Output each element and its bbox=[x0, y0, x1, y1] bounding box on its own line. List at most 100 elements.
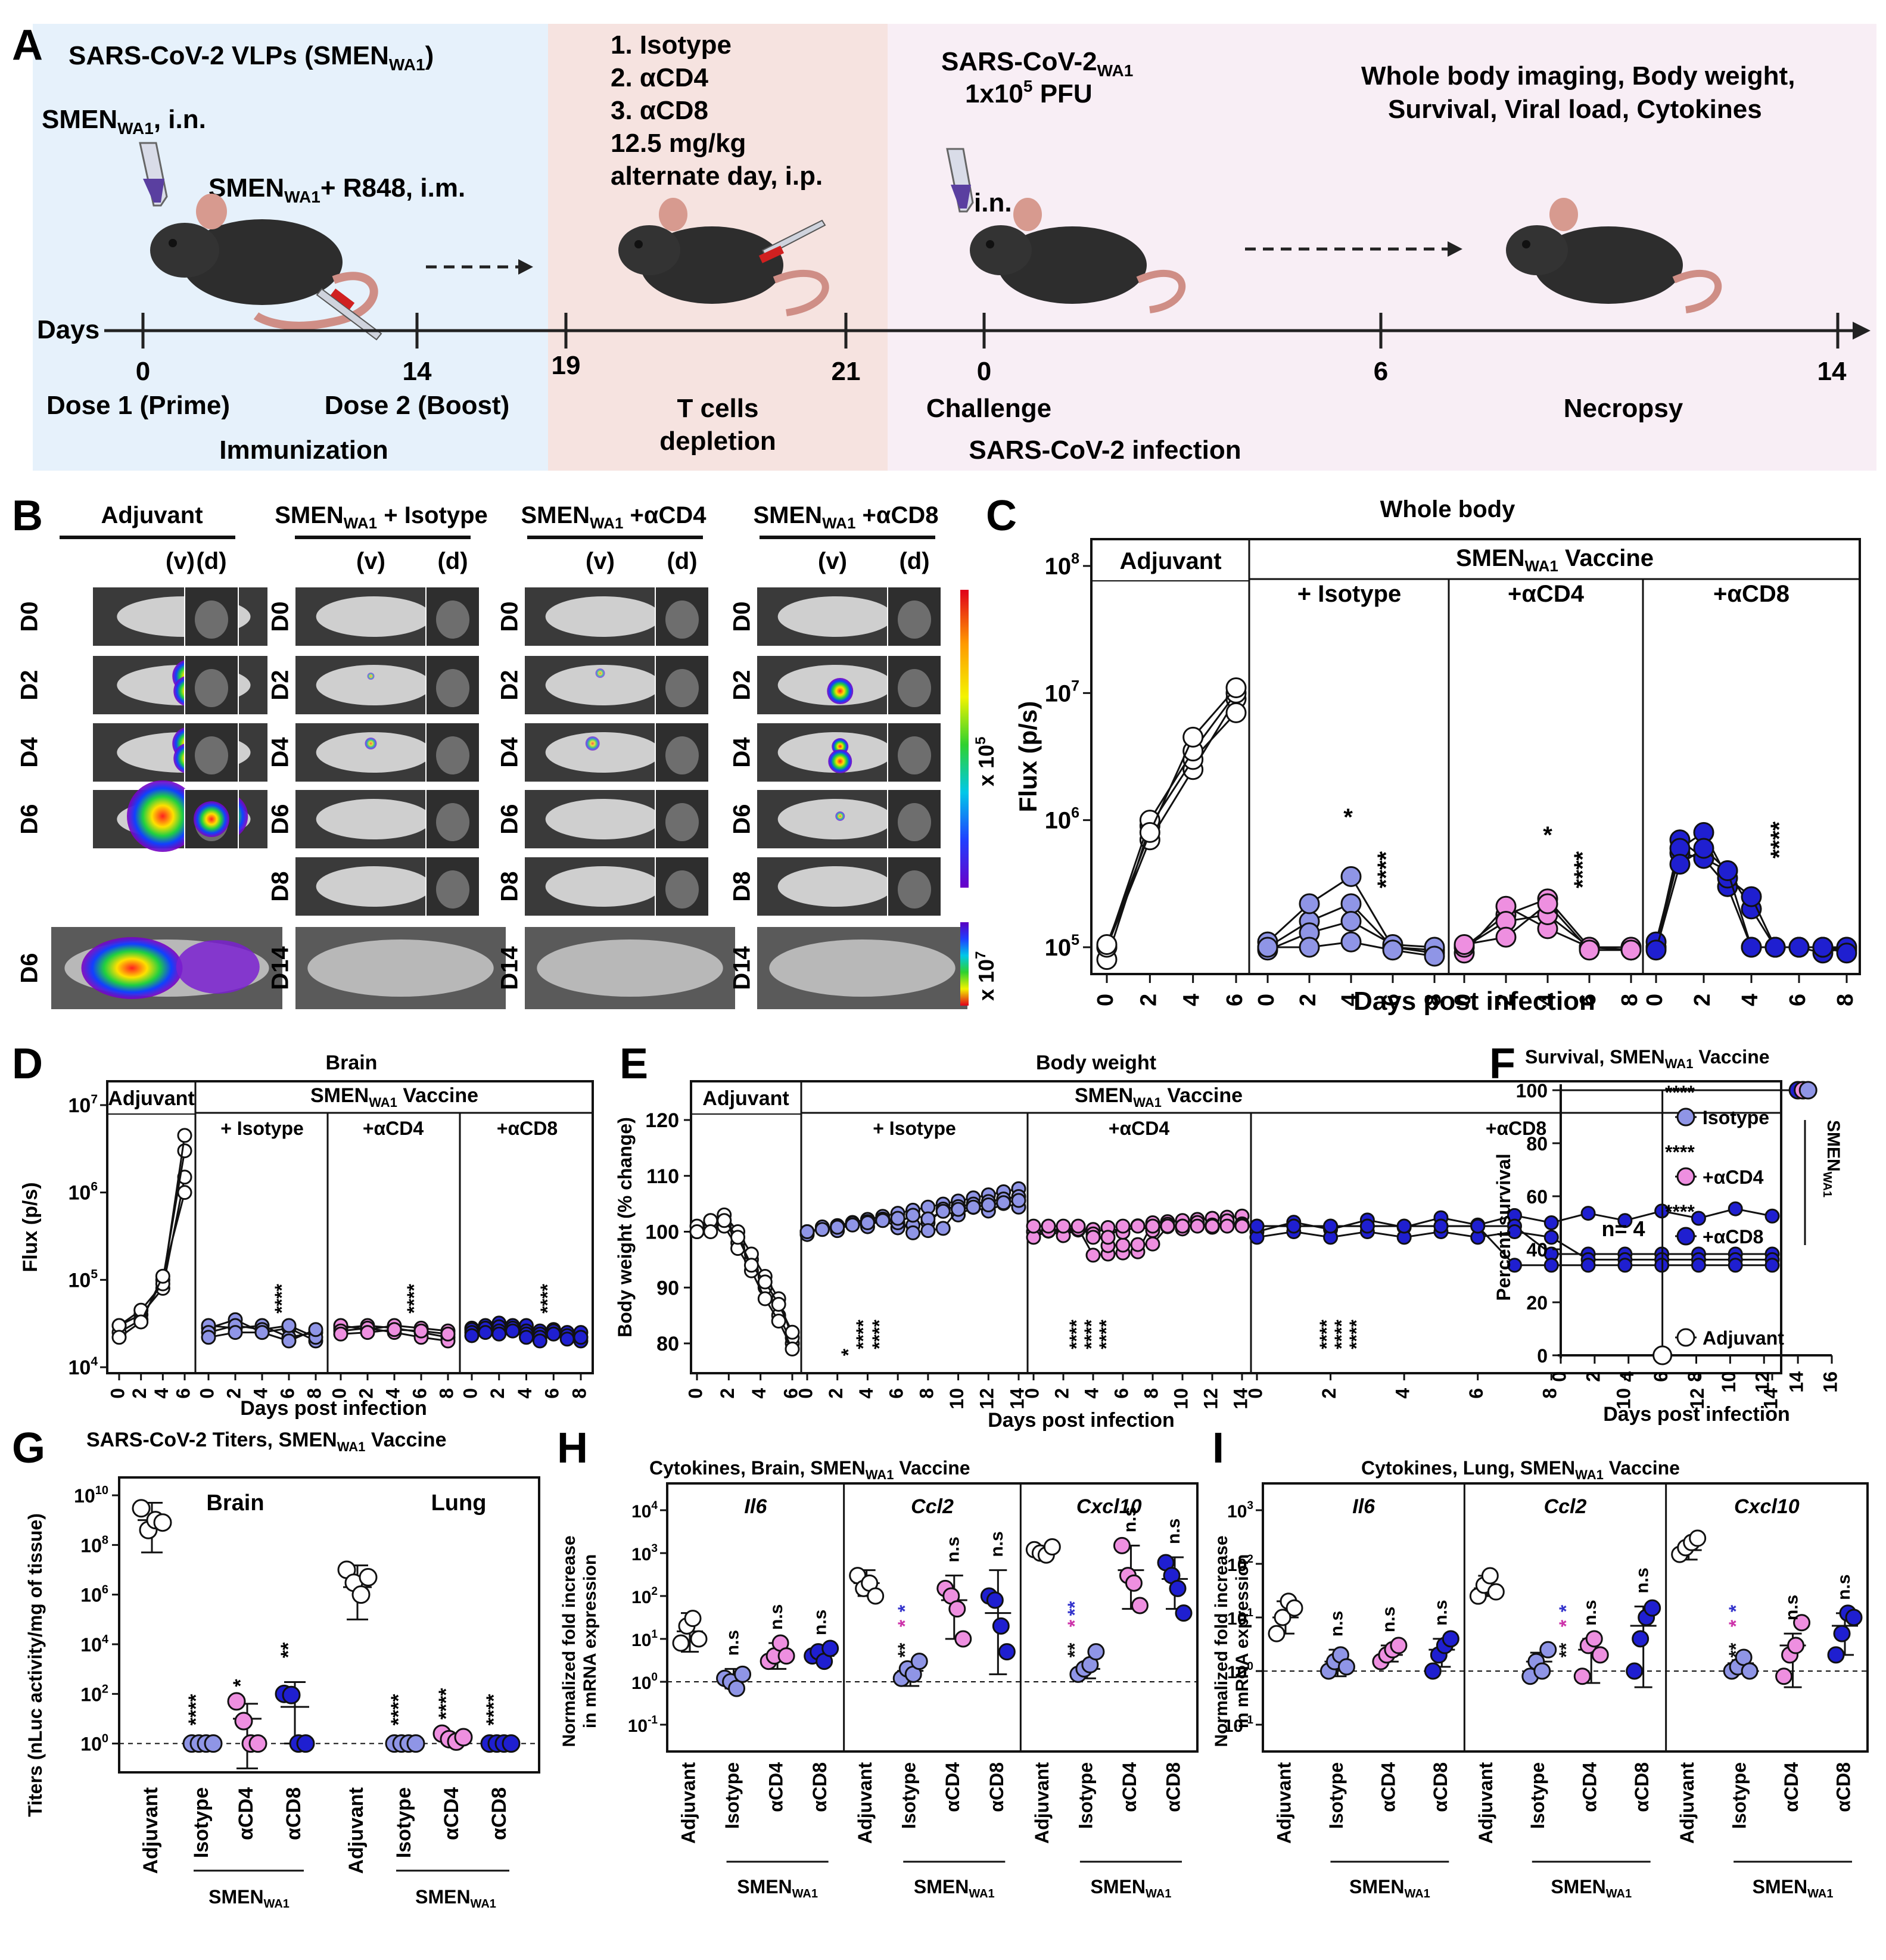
chart-title: SARS-CoV-2 Titers, SMENWA1 Vaccine bbox=[86, 1429, 446, 1454]
ivis-image-grid: D0 D2 D4 D6 D6 D0 D2 D4 D6 D8 D14 D0 D2 D4 D6 D8 D14 D0 D2… bbox=[17, 586, 969, 1010]
day-label: D4 bbox=[729, 737, 755, 768]
x-category-label: αCD8 bbox=[809, 1762, 830, 1812]
data-point bbox=[454, 1728, 473, 1747]
day-label: D14 bbox=[729, 946, 755, 990]
data-point bbox=[1424, 1662, 1442, 1680]
data-point bbox=[1274, 1609, 1291, 1626]
data-point bbox=[177, 1143, 192, 1159]
mouse-head-shape bbox=[195, 736, 228, 774]
data-point bbox=[532, 1333, 547, 1349]
data-point bbox=[359, 1568, 378, 1587]
panel-b: B Adjuvant SMENWA1 + Isotype SMENWA1 +αC… bbox=[12, 492, 998, 1010]
y-tick-label: 108 bbox=[80, 1533, 108, 1556]
y-tick-label: 107 bbox=[1045, 677, 1079, 707]
ivis-image bbox=[756, 586, 942, 647]
data-point bbox=[1579, 939, 1600, 961]
survival-point bbox=[1798, 1081, 1817, 1100]
data-point bbox=[360, 1325, 375, 1340]
x-tick-label: 0 bbox=[459, 1388, 481, 1399]
group-header-vaccine: SMENWA1 Vaccine bbox=[310, 1084, 478, 1110]
data-point bbox=[920, 1223, 936, 1239]
x-category-label: αCD8 bbox=[1162, 1762, 1184, 1812]
y-axis-label: Titers (nLuc activity/mg of tissue) bbox=[24, 1513, 46, 1817]
data-point bbox=[132, 1499, 151, 1518]
significance-star: ** bbox=[1064, 1642, 1085, 1657]
x-tick-label: 6 bbox=[1785, 994, 1810, 1006]
x-tick-label: 8 bbox=[303, 1388, 325, 1399]
plot-frame bbox=[106, 1080, 594, 1374]
plot-frame bbox=[666, 1482, 1199, 1753]
mouse-head-shape bbox=[195, 601, 228, 639]
data-point bbox=[730, 1230, 746, 1245]
data-point bbox=[757, 1291, 773, 1306]
x-tick-label: 0 bbox=[107, 1388, 128, 1399]
timeline-tick: 14 bbox=[1817, 357, 1847, 386]
x-tick-label: 4 bbox=[855, 1388, 877, 1399]
group-label: SMENWA1 bbox=[737, 1876, 818, 1900]
data-point bbox=[951, 1202, 966, 1217]
x-tick-label: 14 bbox=[1760, 1388, 1781, 1410]
tcell-label: T cells bbox=[677, 394, 759, 423]
x-tick-label: 0 bbox=[1093, 994, 1118, 1006]
y-tick-label: 101 bbox=[1227, 1607, 1253, 1629]
data-point bbox=[1026, 1218, 1041, 1234]
data-point bbox=[1337, 1658, 1355, 1676]
data-point bbox=[248, 1734, 267, 1753]
legend-marker bbox=[1676, 1107, 1695, 1127]
data-point bbox=[1543, 1258, 1559, 1273]
y-tick-label: 101 bbox=[631, 1628, 658, 1650]
x-tick-label: 6 bbox=[172, 1388, 194, 1399]
panel-label-d: D bbox=[12, 1040, 43, 1088]
data-point bbox=[308, 1322, 323, 1337]
data-point bbox=[1160, 1218, 1175, 1234]
y-tick-label: 102 bbox=[1227, 1553, 1253, 1575]
x-tick-label: 2 bbox=[1690, 994, 1715, 1006]
x-tick-label: 4 bbox=[151, 1388, 172, 1399]
gene-label: Cxcl10 bbox=[1076, 1495, 1142, 1518]
data-point bbox=[1175, 1604, 1193, 1622]
x-tick-label: 2 bbox=[1051, 1388, 1072, 1399]
data-point bbox=[1286, 1599, 1303, 1617]
legend-label: +αCD4 bbox=[1703, 1166, 1764, 1188]
mouse-head-shape bbox=[436, 803, 469, 841]
data-point bbox=[1833, 1625, 1851, 1642]
significance-star: **** bbox=[869, 1320, 890, 1349]
data-point bbox=[1433, 1218, 1449, 1234]
significance-star: **** bbox=[1570, 851, 1596, 888]
series-line bbox=[119, 1135, 186, 1327]
necropsy-body-shape bbox=[537, 939, 723, 997]
x-tick-label: 6 bbox=[409, 1388, 430, 1399]
data-point bbox=[1041, 1218, 1056, 1234]
x-tick-label: 8 bbox=[435, 1388, 457, 1399]
data-point bbox=[1691, 1258, 1706, 1273]
dose2-label: Dose 2 (Boost) bbox=[325, 391, 509, 420]
mouse-head-shape bbox=[436, 870, 469, 909]
mouse-body-shape bbox=[545, 732, 661, 773]
data-point bbox=[672, 1634, 690, 1652]
data-point bbox=[333, 1326, 348, 1342]
significance-star: * bbox=[1725, 1619, 1747, 1627]
group-header-vaccine: SMENWA1 Vaccine bbox=[1075, 1084, 1243, 1110]
significance-star: **** bbox=[1665, 1141, 1695, 1163]
significance-star: * bbox=[229, 1679, 252, 1687]
day-label: D0 bbox=[267, 601, 294, 631]
x-tick-label: 0 bbox=[328, 1388, 350, 1399]
significance-star: ** bbox=[1725, 1642, 1747, 1657]
subgroup-header: +αCD8 bbox=[1486, 1118, 1546, 1139]
challenge-route: i.n. bbox=[974, 188, 1012, 217]
data-point bbox=[1249, 1218, 1265, 1234]
data-point bbox=[228, 1325, 243, 1340]
data-point bbox=[1507, 1224, 1522, 1239]
readouts-line1: Whole body imaging, Body weight, bbox=[1361, 61, 1795, 91]
data-point bbox=[905, 1225, 920, 1240]
view-label: (d) bbox=[667, 548, 697, 574]
mouse-body-shape bbox=[316, 799, 432, 839]
y-tick-label: 104 bbox=[631, 1499, 658, 1522]
data-point bbox=[1205, 1218, 1220, 1234]
data-point bbox=[1100, 1230, 1116, 1245]
group-label: SMENWA1 bbox=[1091, 1876, 1172, 1900]
data-point bbox=[1845, 1609, 1863, 1626]
x-category-label: αCD4 bbox=[440, 1787, 463, 1840]
data-point bbox=[1113, 1536, 1131, 1554]
panel-label-i: I bbox=[1212, 1424, 1224, 1472]
